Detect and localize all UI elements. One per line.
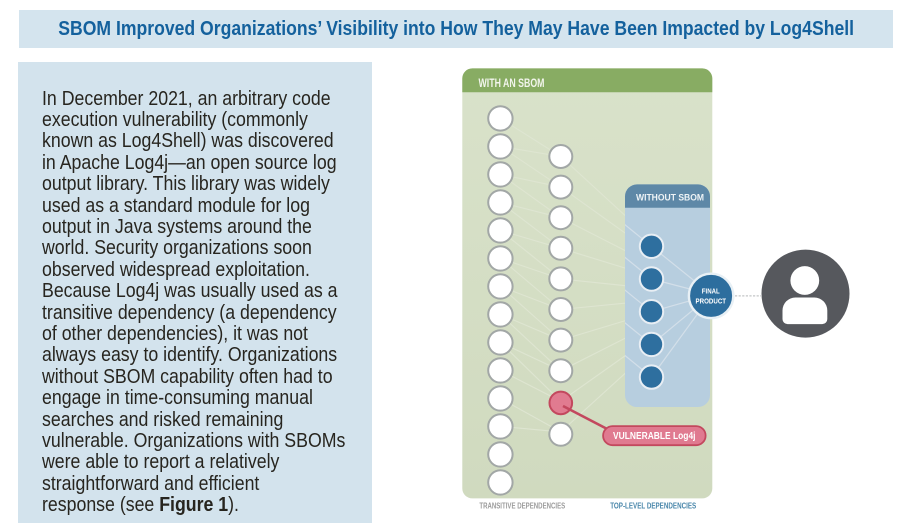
svg-text:WITHOUT SBOM: WITHOUT SBOM bbox=[636, 193, 704, 204]
svg-text:TOP-LEVEL DEPENDENCIES: TOP-LEVEL DEPENDENCIES bbox=[610, 500, 696, 510]
svg-text:VULNERABLE Log4j: VULNERABLE Log4j bbox=[613, 430, 696, 442]
svg-text:TRANSITIVE DEPENDENCIES: TRANSITIVE DEPENDENCIES bbox=[479, 500, 565, 510]
svg-text:WITH AN SBOM: WITH AN SBOM bbox=[479, 76, 545, 90]
svg-text:PRODUCT: PRODUCT bbox=[696, 296, 727, 305]
svg-text:FINAL: FINAL bbox=[702, 287, 720, 296]
